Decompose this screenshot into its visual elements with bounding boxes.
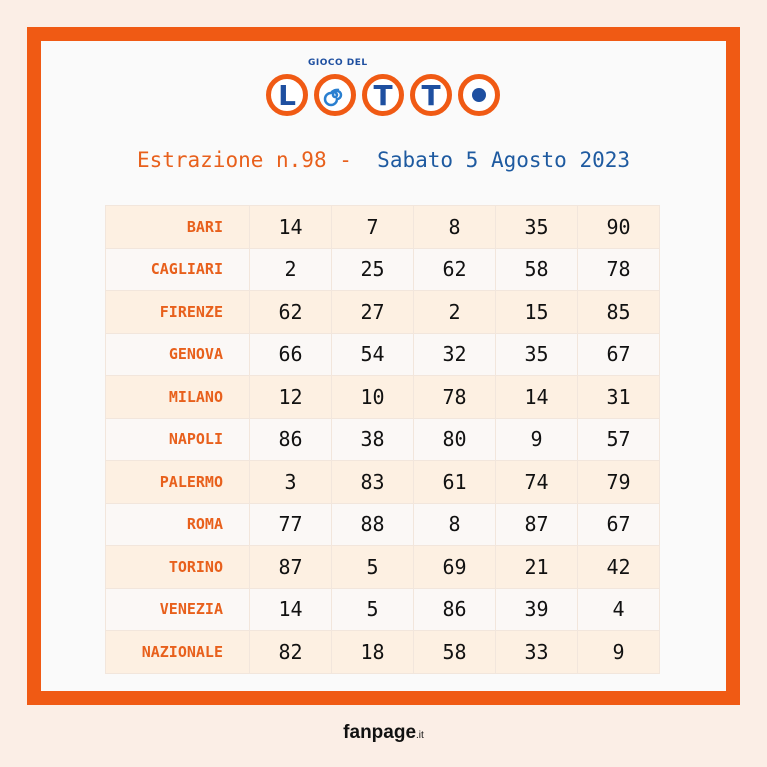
- drawn-number: 86: [413, 587, 496, 631]
- drawn-number: 8: [413, 205, 496, 249]
- logo-ball: L: [266, 74, 308, 116]
- logo-spiral: [323, 88, 343, 107]
- table-row: PALERMO 3 83 61 74 79: [105, 460, 660, 504]
- draw-number: Estrazione n.98 -: [136, 148, 352, 172]
- drawn-number: 18: [331, 630, 414, 674]
- drawn-number: 5: [331, 545, 414, 589]
- drawn-number: 35: [495, 332, 578, 376]
- drawn-number: 32: [413, 332, 496, 376]
- drawn-number: 2: [249, 247, 332, 291]
- drawn-number: 66: [249, 332, 332, 376]
- logo-ball: T: [362, 74, 404, 116]
- drawn-number: 8: [413, 502, 496, 546]
- drawn-number: 67: [577, 332, 660, 376]
- drawn-number: 67: [577, 502, 660, 546]
- drawn-number: 42: [577, 545, 660, 589]
- logo-ball: [314, 74, 356, 116]
- drawn-number: 82: [249, 630, 332, 674]
- table-row: ROMA 77 88 8 87 67: [105, 502, 660, 546]
- drawn-number: 79: [577, 460, 660, 504]
- results-table: BARI 14 7 8 35 90 CAGLIARI 2 25 62 58 78 FIRENZE 62 27…: [105, 205, 660, 674]
- drawn-number: 61: [413, 460, 496, 504]
- draw-date: Sabato 5 Agosto 2023: [377, 148, 631, 172]
- city-name: MILANO: [105, 375, 250, 419]
- drawn-number: 14: [249, 205, 332, 249]
- city-name: CAGLIARI: [105, 247, 250, 291]
- logo-top: GIOCO DEL: [308, 58, 368, 68]
- drawn-number: 4: [577, 587, 660, 631]
- table-row: TORINO 87 5 69 21 42: [105, 545, 660, 589]
- drawn-number: 87: [495, 502, 578, 546]
- header: Estrazione n.98 - Sabato 5 Agosto 2023: [0, 148, 767, 172]
- logo: GIOCO DEL L T T: [266, 58, 502, 128]
- city-name: ROMA: [105, 502, 250, 546]
- drawn-number: 3: [249, 460, 332, 504]
- footer: fanpage.it: [0, 722, 767, 744]
- city-name: FIRENZE: [105, 290, 250, 334]
- drawn-number: 38: [331, 417, 414, 461]
- drawn-number: 7: [331, 205, 414, 249]
- drawn-number: 2: [413, 290, 496, 334]
- table-row: GENOVA 66 54 32 35 67: [105, 332, 660, 376]
- drawn-number: 10: [331, 375, 414, 419]
- table-row: CAGLIARI 2 25 62 58 78: [105, 247, 660, 291]
- city-name: NAPOLI: [105, 417, 250, 461]
- logo-ball: T: [410, 74, 452, 116]
- drawn-number: 14: [249, 587, 332, 631]
- drawn-number: 87: [249, 545, 332, 589]
- table-row: FIRENZE 62 27 2 15 85: [105, 290, 660, 334]
- logo-dot: [472, 88, 486, 102]
- drawn-number: 54: [331, 332, 414, 376]
- drawn-number: 9: [495, 417, 578, 461]
- drawn-number: 77: [249, 502, 332, 546]
- drawn-number: 85: [577, 290, 660, 334]
- drawn-number: 90: [577, 205, 660, 249]
- drawn-number: 74: [495, 460, 578, 504]
- table-row: VENEZIA 14 5 86 39 4: [105, 587, 660, 631]
- drawn-number: 21: [495, 545, 578, 589]
- drawn-number: 12: [249, 375, 332, 419]
- drawn-number: 58: [413, 630, 496, 674]
- drawn-number: 5: [331, 587, 414, 631]
- city-name: NAZIONALE: [105, 630, 250, 674]
- table-row: NAPOLI 86 38 80 9 57: [105, 417, 660, 461]
- drawn-number: 25: [331, 247, 414, 291]
- table-row: MILANO 12 10 78 14 31: [105, 375, 660, 419]
- drawn-number: 78: [413, 375, 496, 419]
- city-name: BARI: [105, 205, 250, 249]
- drawn-number: 80: [413, 417, 496, 461]
- drawn-number: 88: [331, 502, 414, 546]
- drawn-number: 62: [413, 247, 496, 291]
- city-name: GENOVA: [105, 332, 250, 376]
- logo-ball: [458, 74, 500, 116]
- table-row: BARI 14 7 8 35 90: [105, 205, 660, 249]
- brand-tld: .it: [416, 730, 424, 741]
- drawn-number: 15: [495, 290, 578, 334]
- drawn-number: 27: [331, 290, 414, 334]
- drawn-number: 31: [577, 375, 660, 419]
- drawn-number: 86: [249, 417, 332, 461]
- drawn-number: 14: [495, 375, 578, 419]
- table-row: NAZIONALE 82 18 58 33 9: [105, 630, 660, 674]
- city-name: PALERMO: [105, 460, 250, 504]
- drawn-number: 69: [413, 545, 496, 589]
- city-name: TORINO: [105, 545, 250, 589]
- drawn-number: 58: [495, 247, 578, 291]
- city-name: VENEZIA: [105, 587, 250, 631]
- drawn-number: 62: [249, 290, 332, 334]
- drawn-number: 9: [577, 630, 660, 674]
- drawn-number: 33: [495, 630, 578, 674]
- drawn-number: 78: [577, 247, 660, 291]
- drawn-number: 57: [577, 417, 660, 461]
- drawn-number: 39: [495, 587, 578, 631]
- drawn-number: 83: [331, 460, 414, 504]
- drawn-number: 35: [495, 205, 578, 249]
- brand: fanpage: [343, 722, 417, 743]
